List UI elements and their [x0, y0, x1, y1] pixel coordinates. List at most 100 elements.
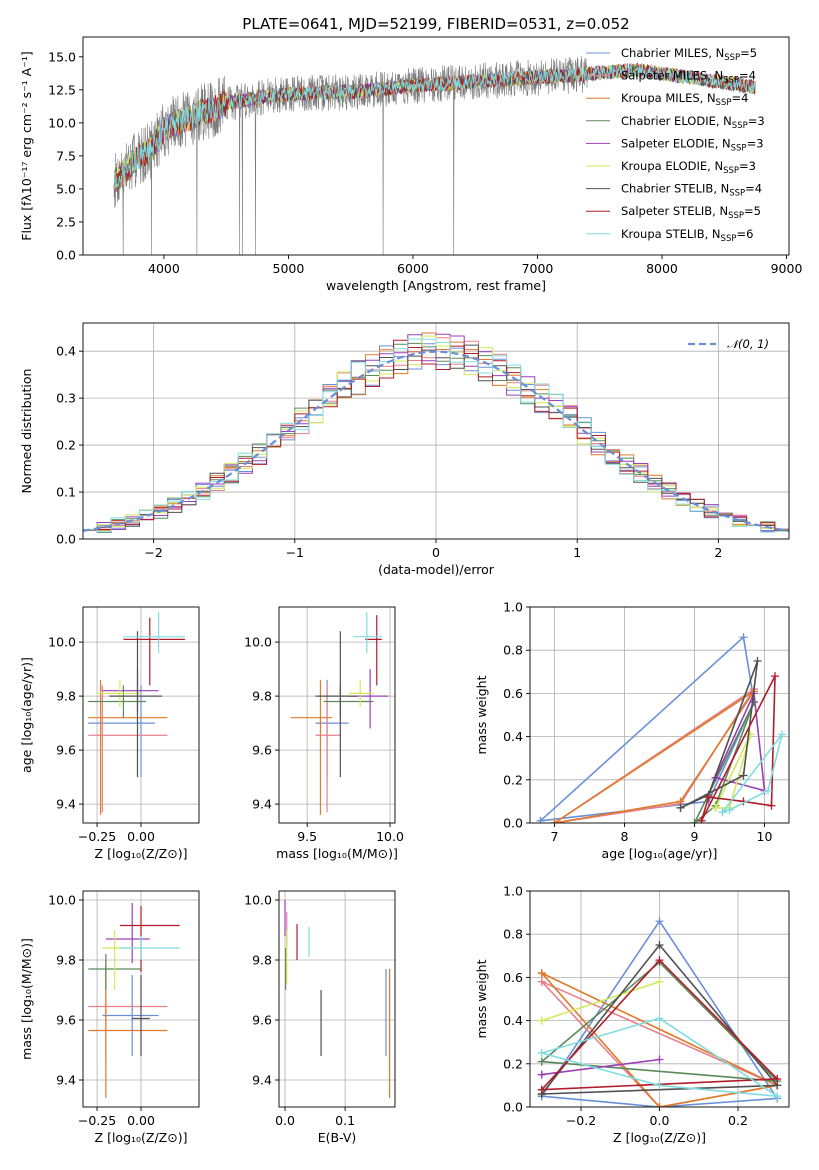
x-tick-label: 0.1	[335, 1113, 355, 1128]
legend-label-main: Kroupa STELIB, N	[621, 227, 721, 241]
x-tick-label: 1	[573, 545, 581, 560]
plot-area	[83, 607, 199, 823]
y-tick-label: 9.8	[252, 689, 272, 704]
weight-marker	[655, 1103, 664, 1107]
weight-marker	[778, 730, 786, 739]
x-tick-label: 0.0	[650, 1113, 670, 1128]
errorbar	[102, 975, 159, 1056]
x-tick-label: 10	[757, 829, 773, 844]
legend-label-main: Kroupa MILES, N	[621, 91, 716, 105]
y-tick-label: 5.0	[56, 181, 76, 196]
x-tick-label: 4000	[148, 261, 180, 276]
legend-label-sub: SSP	[723, 166, 739, 176]
x-tick-label: −0.25	[78, 829, 116, 844]
errorbar	[365, 615, 382, 686]
errorbar	[88, 966, 168, 1098]
legend-label-sub: SSP	[729, 189, 745, 199]
legend-label: Kroupa MILES, NSSP=4	[621, 91, 748, 108]
chart-residuals: 𝒩(0, 1) −2 −1 0 1 2 0.0 0.1 0.2 0.3 0.4 (data-model…	[19, 322, 790, 577]
errorbar	[88, 679, 168, 815]
errorbar	[123, 612, 185, 653]
x-tick-label: 9000	[771, 261, 803, 276]
weight-marker	[655, 956, 664, 965]
x-tick-label: 9	[691, 829, 699, 844]
x-tick-label: 0.00	[127, 829, 155, 844]
legend-label: Salpeter ELODIE, NSSP=3	[621, 136, 764, 153]
axes-frame	[278, 606, 396, 824]
legend-label-tail: =3	[748, 114, 765, 128]
figure-title: PLATE=0641, MJD=52199, FIBERID=0531, z=0…	[242, 15, 629, 33]
weight-marker	[655, 1081, 664, 1090]
axes-frame	[82, 36, 790, 256]
errorbar	[353, 612, 382, 653]
model-fit-line	[113, 63, 756, 193]
weight-marker	[537, 1085, 546, 1094]
y-tick-label: 1.0	[503, 884, 523, 899]
weight-series-line	[554, 690, 755, 823]
errorbar	[109, 631, 163, 778]
chart-mass-vs-EBV: 0.0 0.1 9.4 9.6 9.8 10.0 E(B-V)	[244, 890, 396, 1145]
weight-marker	[655, 1055, 664, 1064]
weight-series-line	[541, 972, 780, 1107]
axes-frame	[529, 606, 790, 824]
errorbar	[88, 685, 156, 778]
chart-mass-vs-Z: −0.25 0.00 9.4 9.6 9.8 10.0 Z [log₁₀(Z/Z⊙)] mas…	[19, 890, 200, 1145]
legend-label-main: Kroupa ELODIE, N	[621, 159, 723, 173]
y-tick-label: 9.8	[56, 689, 76, 704]
x-axis-label: wavelength [Angstrom, rest frame]	[326, 278, 546, 293]
plot-area	[83, 891, 199, 1107]
y-tick-label: 9.4	[56, 1073, 76, 1088]
weight-marker	[704, 793, 713, 802]
weight-series-line	[541, 961, 780, 1083]
errorbar	[88, 685, 168, 813]
weight-marker	[537, 1049, 546, 1057]
weight-marker	[697, 816, 706, 823]
weight-marker	[536, 816, 545, 823]
weight-marker	[773, 1074, 782, 1083]
legend-label-main: Chabrier MILES, N	[621, 46, 724, 60]
legend-label-tail: =5	[740, 46, 757, 60]
errorbar	[97, 679, 141, 707]
errorbar	[315, 685, 341, 813]
legend-label-sub: SSP	[721, 234, 737, 244]
y-tick-label: 12.5	[48, 82, 76, 97]
plot-area	[530, 607, 789, 823]
x-tick-label: 0.0	[275, 1113, 295, 1128]
residual-histogram-step	[83, 333, 789, 532]
legend-label: Chabrier ELODIE, NSSP=3	[621, 114, 765, 131]
weight-marker	[537, 969, 546, 978]
weight-marker	[655, 941, 664, 949]
x-axis-label: age [log₁₀(age/yr)]	[602, 846, 718, 861]
x-axis-label: Z [log₁₀(Z/Z⊙)]	[95, 846, 188, 861]
x-tick-label: −2	[144, 545, 162, 560]
y-tick-label: 7.5	[56, 148, 76, 163]
y-axis-label: mass weight	[474, 959, 489, 1038]
weight-marker	[537, 1016, 546, 1025]
legend: 𝒩(0, 1)	[688, 337, 769, 351]
legend-label-tail: =3	[739, 159, 756, 173]
chart-weight-vs-Z: −0.2 0.0 0.2 0.0 0.2 0.4 0.6 0.8 1.0 Z [log₁₀(Z/Z…	[474, 884, 790, 1145]
weight-marker	[725, 806, 734, 815]
x-axis-label: Z [log₁₀(Z/Z⊙)]	[95, 1130, 188, 1145]
weight-marker	[773, 1092, 782, 1101]
x-tick-label: 7000	[522, 261, 554, 276]
legend-label-main: Chabrier STELIB, N	[621, 182, 729, 196]
plot-area	[279, 607, 395, 823]
y-tick-label: 15.0	[48, 49, 76, 64]
x-tick-label: 0	[432, 545, 440, 560]
x-tick-label: −0.2	[566, 1113, 596, 1128]
y-tick-label: 0.1	[56, 485, 76, 500]
y-tick-label: 0.0	[56, 532, 76, 547]
legend-label-tail: =3	[747, 136, 764, 150]
x-tick-label: 5000	[273, 261, 305, 276]
errorbar	[290, 679, 333, 815]
errorbar	[348, 679, 374, 707]
y-tick-label: 0.4	[56, 344, 76, 359]
gaussian-reference-curve	[83, 350, 789, 532]
x-axis-label: Z [log₁₀(Z/Z⊙)]	[613, 1130, 706, 1145]
weight-marker	[739, 771, 748, 780]
x-tick-label: −1	[286, 545, 304, 560]
y-tick-label: 9.4	[252, 1073, 272, 1088]
